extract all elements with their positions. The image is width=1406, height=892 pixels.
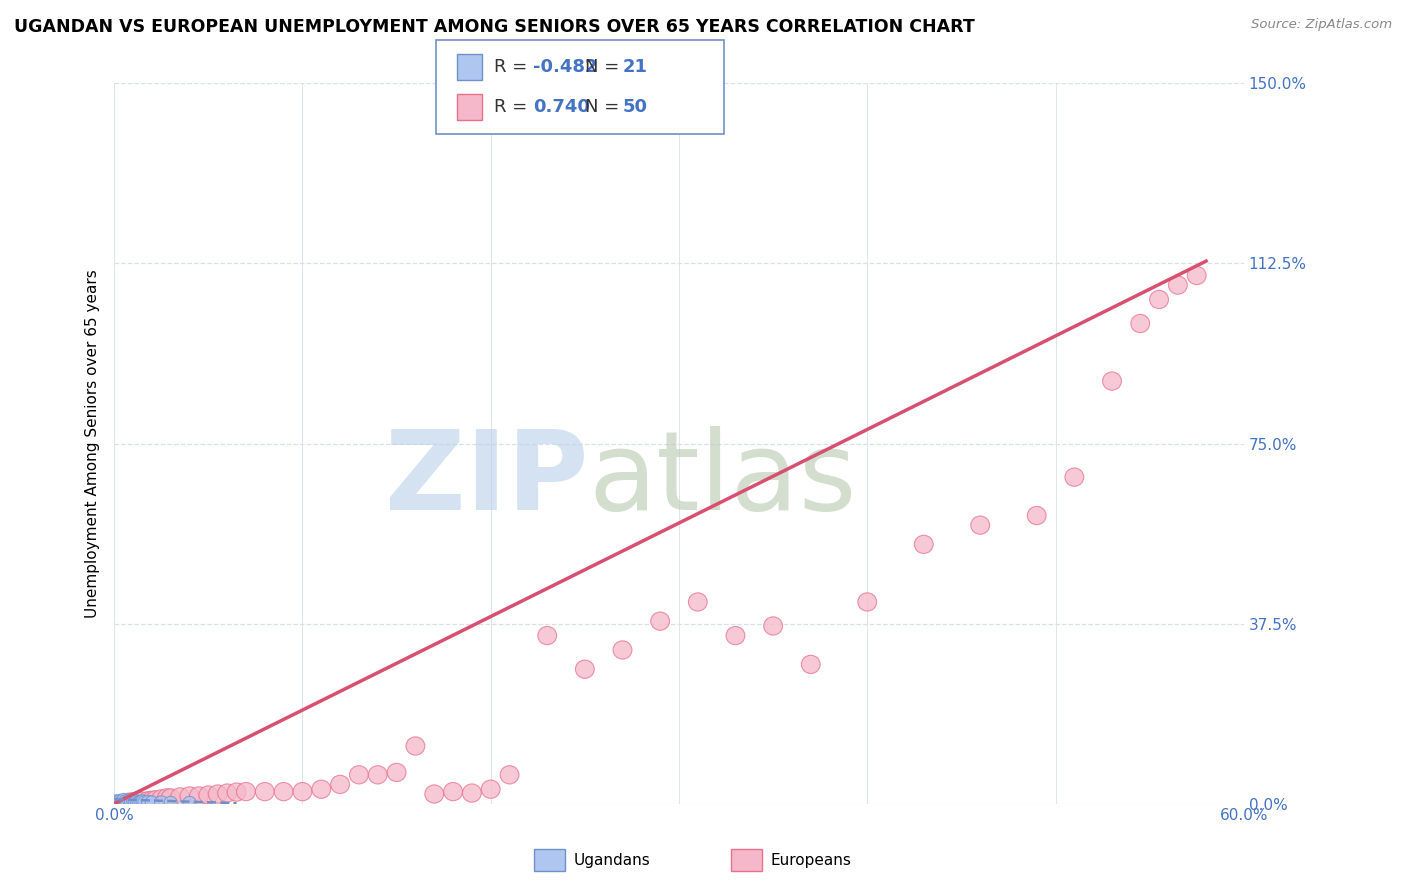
Ellipse shape [117,793,131,806]
Ellipse shape [139,791,157,810]
Ellipse shape [763,617,783,635]
Ellipse shape [970,516,990,534]
Ellipse shape [1168,276,1187,294]
Text: 21: 21 [623,58,648,76]
Text: Europeans: Europeans [770,854,852,868]
Ellipse shape [312,780,330,798]
Ellipse shape [858,593,877,611]
Ellipse shape [1187,267,1206,285]
Text: 0.740: 0.740 [533,98,589,116]
Text: N =: N = [585,98,624,116]
Ellipse shape [350,765,368,784]
Text: R =: R = [494,98,533,116]
Ellipse shape [134,796,148,808]
Ellipse shape [120,793,139,812]
Text: Source: ZipAtlas.com: Source: ZipAtlas.com [1251,18,1392,31]
Ellipse shape [146,790,165,809]
Ellipse shape [110,795,122,807]
Ellipse shape [183,797,195,809]
Y-axis label: Unemployment Among Seniors over 65 years: Unemployment Among Seniors over 65 years [86,269,100,618]
Ellipse shape [121,796,134,808]
Ellipse shape [122,794,136,806]
Ellipse shape [152,789,170,808]
Ellipse shape [165,797,177,809]
Text: atlas: atlas [589,426,858,533]
Ellipse shape [444,782,463,801]
Ellipse shape [111,796,125,808]
Ellipse shape [801,656,820,673]
Ellipse shape [613,640,631,659]
Ellipse shape [142,791,162,809]
Ellipse shape [256,782,274,801]
Ellipse shape [725,626,745,645]
Ellipse shape [131,795,143,807]
Ellipse shape [180,787,198,805]
Ellipse shape [1150,291,1168,309]
Ellipse shape [236,782,256,801]
Ellipse shape [138,796,150,808]
Ellipse shape [128,796,142,808]
Text: UGANDAN VS EUROPEAN UNEMPLOYMENT AMONG SENIORS OVER 65 YEARS CORRELATION CHART: UGANDAN VS EUROPEAN UNEMPLOYMENT AMONG S… [14,18,974,36]
Ellipse shape [190,787,208,805]
Ellipse shape [368,765,387,784]
Ellipse shape [218,784,236,802]
Ellipse shape [1028,507,1046,524]
Ellipse shape [651,612,669,631]
Ellipse shape [134,792,152,810]
Ellipse shape [501,765,519,784]
Ellipse shape [132,796,145,808]
Text: Ugandans: Ugandans [574,854,651,868]
Ellipse shape [1130,314,1150,333]
Ellipse shape [914,535,934,553]
Ellipse shape [387,764,406,781]
Ellipse shape [575,660,595,678]
Ellipse shape [425,785,444,803]
Ellipse shape [145,796,159,808]
Ellipse shape [208,785,228,803]
Ellipse shape [537,626,557,645]
Ellipse shape [125,796,138,808]
Ellipse shape [1102,372,1122,390]
Text: -0.482: -0.482 [533,58,598,76]
Ellipse shape [463,784,481,802]
Ellipse shape [127,795,139,807]
Ellipse shape [170,788,190,806]
Ellipse shape [142,796,155,808]
Ellipse shape [136,795,149,807]
Ellipse shape [120,795,132,807]
Ellipse shape [162,789,180,807]
Ellipse shape [155,796,167,808]
Ellipse shape [481,780,501,798]
Text: ZIP: ZIP [385,426,589,533]
Ellipse shape [406,737,425,756]
Ellipse shape [115,796,128,808]
Ellipse shape [274,782,292,801]
Ellipse shape [1064,468,1084,486]
Ellipse shape [128,792,146,810]
Ellipse shape [292,782,312,801]
Ellipse shape [198,786,218,804]
Ellipse shape [330,775,350,794]
Ellipse shape [124,793,142,811]
Ellipse shape [157,789,176,807]
Ellipse shape [114,795,127,807]
Ellipse shape [689,593,707,611]
Text: R =: R = [494,58,533,76]
Text: 50: 50 [623,98,648,116]
Text: N =: N = [585,58,624,76]
Ellipse shape [228,783,246,801]
